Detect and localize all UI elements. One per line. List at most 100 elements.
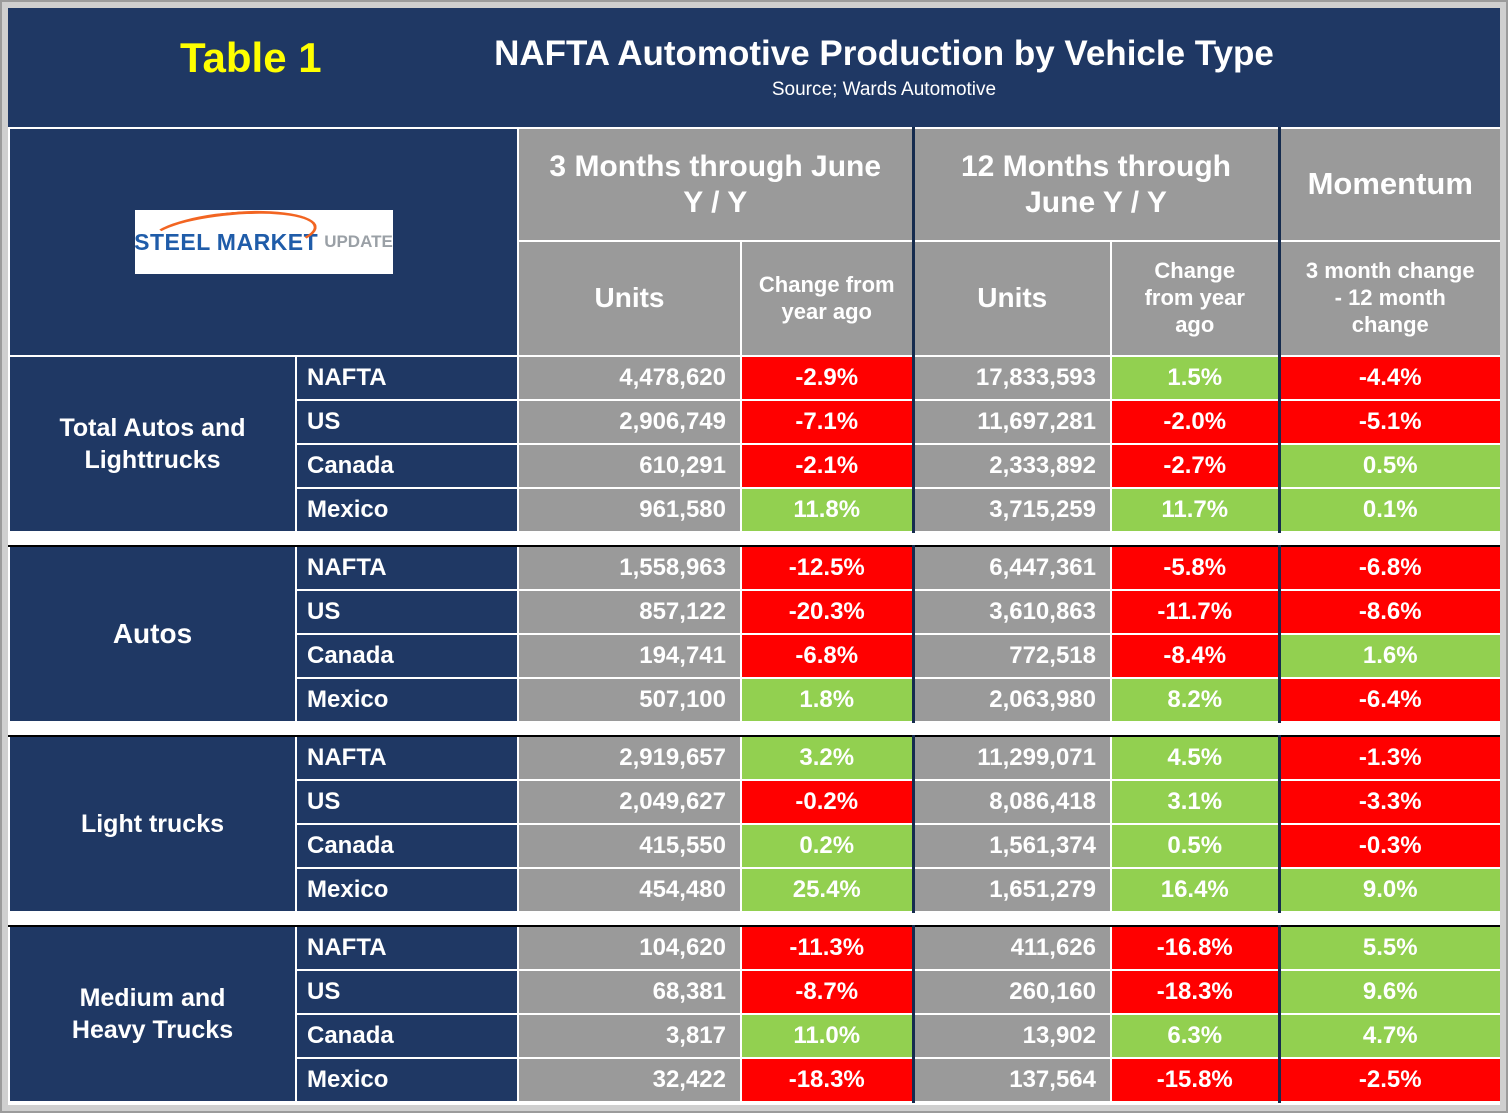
table-row: Canada 415,550 0.2% 1,561,374 0.5% -0.3% (9, 823, 1500, 869)
momentum-cell: -6.4% (1277, 677, 1500, 723)
separator-row (9, 911, 1500, 927)
momentum-cell: 9.6% (1277, 969, 1500, 1015)
units-3m-cell: 194,741 (517, 633, 742, 679)
table-row: Mexico 32,422 -18.3% 137,564 -15.8% -2.5… (9, 1057, 1500, 1103)
units-3m-cell: 2,906,749 (517, 399, 742, 445)
change-12m-cell: 8.2% (1110, 677, 1280, 723)
title-bar: Table 1 NAFTA Automotive Production by V… (8, 8, 1500, 127)
units-3m-cell: 3,817 (517, 1013, 742, 1059)
units-12m-cell: 260,160 (911, 969, 1112, 1015)
momentum-cell: -2.5% (1277, 1057, 1500, 1103)
table-row: Total Autos and Lighttrucks NAFTA 4,478,… (8, 355, 1500, 533)
region-label: Mexico (295, 487, 519, 533)
change-12m-cell: 0.5% (1110, 823, 1280, 869)
region-label: Canada (295, 1013, 519, 1059)
group-label: Light trucks (8, 735, 297, 913)
header-12-months: 12 Months through June Y / Y (911, 127, 1280, 242)
units-12m-cell: 1,651,279 (911, 867, 1112, 913)
momentum-cell: 0.5% (1277, 443, 1500, 489)
units-3m-cell: 32,422 (517, 1057, 742, 1103)
units-12m-cell: 13,902 (911, 1013, 1112, 1059)
units-3m-cell: 104,620 (517, 925, 742, 971)
units-12m-cell: 8,086,418 (911, 779, 1112, 825)
vehicle-group-light-trucks: Light trucks NAFTA 2,919,657 3.2% 11,299… (8, 735, 1500, 913)
change-3m-cell: 0.2% (740, 823, 914, 869)
logo-text-steel: STEEL (134, 228, 211, 255)
change-12m-cell: -8.4% (1110, 633, 1280, 679)
region-label: NAFTA (295, 925, 519, 971)
change-3m-cell: -2.1% (740, 443, 914, 489)
momentum-cell: 1.6% (1277, 633, 1500, 679)
change-3m-cell: -0.2% (740, 779, 914, 825)
region-label: Canada (295, 633, 519, 679)
momentum-cell: -3.3% (1277, 779, 1500, 825)
momentum-cell: -4.4% (1277, 355, 1500, 401)
region-label: US (295, 399, 519, 445)
change-3m-cell: 1.8% (740, 677, 914, 723)
table-row: Canada 3,817 11.0% 13,902 6.3% 4.7% (9, 1013, 1500, 1059)
units-3m-cell: 961,580 (517, 487, 742, 533)
momentum-cell: -5.1% (1277, 399, 1500, 445)
region-label: US (295, 969, 519, 1015)
table-header: STEEL MARKET UPDATE 3 Months through Jun… (8, 127, 1500, 357)
table-row: Light trucks NAFTA 2,919,657 3.2% 11,299… (8, 735, 1500, 913)
header-units-3m: Units (517, 240, 742, 357)
units-3m-cell: 857,122 (517, 589, 742, 635)
header-units-12m: Units (911, 240, 1112, 357)
momentum-cell: 4.7% (1277, 1013, 1500, 1059)
group-separator (9, 721, 1500, 737)
region-label: Mexico (295, 1057, 519, 1103)
change-3m-cell: -2.9% (740, 355, 914, 401)
separator-row (9, 531, 1500, 547)
vehicle-group-total: Total Autos and Lighttrucks NAFTA 4,478,… (8, 355, 1500, 533)
units-3m-cell: 610,291 (517, 443, 742, 489)
units-12m-cell: 411,626 (911, 925, 1112, 971)
table-row: Canada 194,741 -6.8% 772,518 -8.4% 1.6% (9, 633, 1500, 679)
table-row: Autos NAFTA 1,558,963 -12.5% 6,447,361 -… (8, 545, 1500, 723)
change-12m-cell: 11.7% (1110, 487, 1280, 533)
header-row-groups: STEEL MARKET UPDATE 3 Months through Jun… (8, 127, 1500, 357)
units-12m-cell: 2,063,980 (911, 677, 1112, 723)
change-3m-cell: 3.2% (740, 735, 914, 781)
momentum-cell: -1.3% (1277, 735, 1500, 781)
separator-row (9, 721, 1500, 737)
change-3m-cell: 11.0% (740, 1013, 914, 1059)
change-12m-cell: 1.5% (1110, 355, 1280, 401)
table-row: Mexico 454,480 25.4% 1,651,279 16.4% 9.0… (9, 867, 1500, 913)
vehicle-group-medium-heavy: Medium and Heavy Trucks NAFTA 104,620 -1… (8, 925, 1500, 1103)
production-table: STEEL MARKET UPDATE 3 Months through Jun… (8, 127, 1500, 1103)
change-3m-cell: -8.7% (740, 969, 914, 1015)
header-change-12m: Change from year ago (1110, 240, 1280, 357)
region-label: NAFTA (295, 545, 519, 591)
change-3m-cell: -12.5% (740, 545, 914, 591)
units-12m-cell: 11,697,281 (911, 399, 1112, 445)
table-row: Canada 610,291 -2.1% 2,333,892 -2.7% 0.5… (9, 443, 1500, 489)
region-label: NAFTA (295, 355, 519, 401)
change-3m-cell: -11.3% (740, 925, 914, 971)
change-3m-cell: -18.3% (740, 1057, 914, 1103)
region-label: Canada (295, 823, 519, 869)
momentum-cell: -0.3% (1277, 823, 1500, 869)
units-3m-cell: 507,100 (517, 677, 742, 723)
units-12m-cell: 137,564 (911, 1057, 1112, 1103)
logo-text-update: UPDATE (324, 232, 393, 251)
momentum-cell: 0.1% (1277, 487, 1500, 533)
momentum-cell: 5.5% (1277, 925, 1500, 971)
region-label: US (295, 589, 519, 635)
change-12m-cell: 4.5% (1110, 735, 1280, 781)
change-12m-cell: -15.8% (1110, 1057, 1280, 1103)
region-label: Mexico (295, 867, 519, 913)
units-12m-cell: 772,518 (911, 633, 1112, 679)
table-sheet: Table 1 NAFTA Automotive Production by V… (8, 8, 1500, 1105)
momentum-cell: -6.8% (1277, 545, 1500, 591)
units-12m-cell: 2,333,892 (911, 443, 1112, 489)
change-12m-cell: -18.3% (1110, 969, 1280, 1015)
momentum-cell: 9.0% (1277, 867, 1500, 913)
units-12m-cell: 3,715,259 (911, 487, 1112, 533)
change-12m-cell: 16.4% (1110, 867, 1280, 913)
change-3m-cell: 11.8% (740, 487, 914, 533)
logo-cell: STEEL MARKET UPDATE (8, 127, 519, 357)
page-title: NAFTA Automotive Production by Vehicle T… (494, 34, 1274, 73)
group-label: Total Autos and Lighttrucks (8, 355, 297, 533)
source-line: Source; Wards Automotive (771, 79, 997, 100)
